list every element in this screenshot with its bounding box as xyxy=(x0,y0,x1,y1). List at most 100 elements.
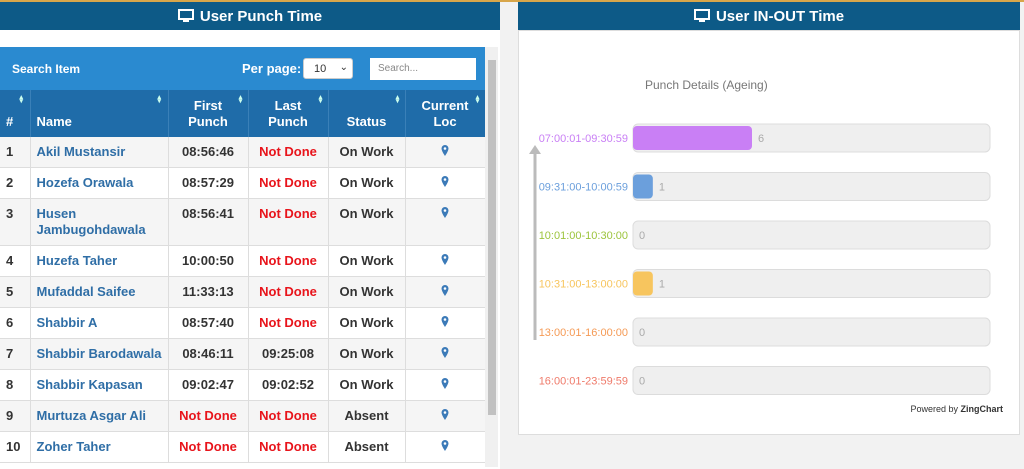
cell: Not Done xyxy=(248,167,329,199)
cell: Shabbir Kapasan xyxy=(30,369,169,401)
bar xyxy=(633,271,653,296)
table-row: 7 Shabbir Barodawala 08:46:11 09:25:08 On Wo… xyxy=(0,338,486,370)
cell: Shabbir Barodawala xyxy=(30,338,169,370)
cell: 1 xyxy=(0,137,31,168)
location-pin[interactable] xyxy=(441,145,449,156)
column-header[interactable]: Name xyxy=(30,90,169,137)
location-cell xyxy=(405,167,486,199)
table-row: 8 Shabbir Kapasan 09:02:47 09:02:52 On Work xyxy=(0,369,486,401)
punch-table: #NameFirst PunchLast PunchStatusCurrent … xyxy=(0,90,486,463)
cell: Husen Jambugohdawala xyxy=(30,198,169,246)
table-row: 4 Huzefa Taher 10:00:50 Not Done On Work xyxy=(0,245,486,277)
cell: Murtuza Asgar Ali xyxy=(30,400,169,432)
location-pin[interactable] xyxy=(441,378,449,389)
cell: 11:33:13 xyxy=(168,276,249,308)
column-header[interactable]: Last Punch xyxy=(248,90,329,137)
category-label: 16:00:01-23:59:59 xyxy=(539,376,628,388)
cell: 10:00:50 xyxy=(168,245,249,277)
location-pin[interactable] xyxy=(441,176,449,187)
track xyxy=(632,172,991,201)
cell: 09:02:47 xyxy=(168,369,249,401)
category-label: 09:31:00-10:00:59 xyxy=(539,182,628,194)
cell: Not Done xyxy=(168,400,249,432)
cell: 9 xyxy=(0,400,31,432)
location-cell xyxy=(405,137,486,168)
cell: Not Done xyxy=(248,307,329,339)
cell: On Work xyxy=(328,245,406,277)
location-pin[interactable] xyxy=(441,347,449,358)
cell: Not Done xyxy=(168,431,249,463)
cell: 7 xyxy=(0,338,31,370)
table-row: 6 Shabbir A 08:57:40 Not Done On Work xyxy=(0,307,486,339)
track xyxy=(632,220,991,250)
cell: 08:46:11 xyxy=(168,338,249,370)
per-page-value: 10 xyxy=(314,63,327,75)
cell: 3 xyxy=(0,198,31,246)
location-cell xyxy=(405,400,486,432)
column-header[interactable]: First Punch xyxy=(168,90,249,137)
cell: Akil Mustansir xyxy=(30,137,169,168)
cell: Not Done xyxy=(248,431,329,463)
cell: On Work xyxy=(328,167,406,199)
cell: Absent xyxy=(328,400,406,432)
category-label: 10:01:00-10:30:00 xyxy=(539,230,628,242)
location-cell xyxy=(405,431,486,463)
location-pin[interactable] xyxy=(441,285,449,296)
cell: 08:56:46 xyxy=(168,137,249,168)
value-label: 0 xyxy=(639,376,645,388)
value-label: 0 xyxy=(639,327,645,339)
credit-brand: ZingChart xyxy=(961,404,1004,414)
cell: Shabbir A xyxy=(30,307,169,339)
table-row: 5 Mufaddal Saifee 11:33:13 Not Done On Work xyxy=(0,276,486,308)
cell: 08:57:29 xyxy=(168,167,249,199)
cell: On Work xyxy=(328,307,406,339)
location-cell xyxy=(405,369,486,401)
cell: Absent xyxy=(328,431,406,463)
search-input[interactable]: Search... xyxy=(370,58,476,80)
per-page-select[interactable]: 10 ⌄ xyxy=(303,58,353,79)
location-pin[interactable] xyxy=(441,316,449,327)
table-row: 2 Hozefa Orawala 08:57:29 Not Done On Work xyxy=(0,167,486,199)
cell: Not Done xyxy=(248,276,329,308)
per-page-label: Per page: xyxy=(242,61,302,76)
location-cell xyxy=(405,276,486,308)
cell: 09:02:52 xyxy=(248,369,329,401)
track xyxy=(632,366,991,395)
scroll-thumb[interactable] xyxy=(488,60,496,415)
value-label: 0 xyxy=(639,230,645,242)
table-row: 10 Zoher Taher Not Done Not Done Absent xyxy=(0,431,486,463)
cell: On Work xyxy=(328,338,406,370)
cell: 6 xyxy=(0,307,31,339)
table-row: 1 Akil Mustansir 08:56:46 Not Done On Work xyxy=(0,137,486,168)
column-header[interactable]: Status xyxy=(328,90,406,137)
category-label: 13:00:01-16:00:00 xyxy=(539,327,628,339)
location-pin[interactable] xyxy=(441,207,449,218)
cell: Mufaddal Saifee xyxy=(30,276,169,308)
search-label: Search Item xyxy=(12,62,81,76)
cell: On Work xyxy=(328,276,406,308)
bar xyxy=(633,126,752,150)
left-header: User Punch Time xyxy=(0,2,500,30)
cell: Not Done xyxy=(248,198,329,246)
value-label: 1 xyxy=(659,279,665,291)
arrow-head xyxy=(529,145,541,154)
monitor-icon xyxy=(177,9,194,22)
cell: Not Done xyxy=(248,400,329,432)
cell: 09:25:08 xyxy=(248,338,329,370)
cell: Not Done xyxy=(248,137,329,168)
search-bar: Search Item Per page: 10 ⌄ Search... xyxy=(0,47,485,90)
location-pin[interactable] xyxy=(441,409,449,420)
cell: 2 xyxy=(0,167,31,199)
value-label: 1 xyxy=(659,182,665,194)
column-header[interactable]: Current Loc xyxy=(405,90,486,137)
cell: On Work xyxy=(328,369,406,401)
cell: Huzefa Taher xyxy=(30,245,169,277)
table-row: 3 Husen Jambugohdawala 08:56:41 Not Done On … xyxy=(0,198,486,246)
location-pin[interactable] xyxy=(441,440,449,451)
cell: Not Done xyxy=(248,245,329,277)
location-pin[interactable] xyxy=(441,254,449,265)
cell: 8 xyxy=(0,369,31,401)
cell: 5 xyxy=(0,276,31,308)
